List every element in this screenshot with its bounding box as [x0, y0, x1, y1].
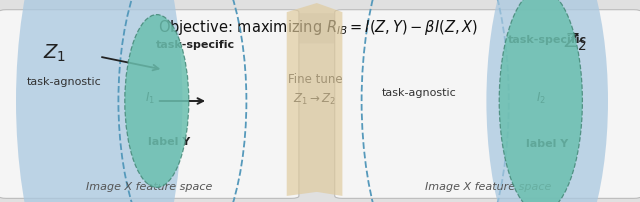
Text: task-specific: task-specific	[508, 35, 587, 45]
Ellipse shape	[499, 0, 582, 202]
FancyBboxPatch shape	[0, 10, 299, 198]
Text: Fine tune
$Z_1 \rightarrow Z_2$: Fine tune $Z_1 \rightarrow Z_2$	[287, 73, 342, 107]
Polygon shape	[109, 13, 557, 43]
Text: label Y: label Y	[526, 139, 568, 149]
Text: $I_2$: $I_2$	[536, 90, 546, 105]
Ellipse shape	[16, 0, 182, 202]
Text: Objective: maximizing $R_{IB} = I(Z,Y) - \beta I(Z,X)$: Objective: maximizing $R_{IB} = I(Z,Y) -…	[158, 18, 478, 37]
Text: task-specific: task-specific	[156, 40, 235, 50]
Text: Image X feature space: Image X feature space	[425, 182, 551, 192]
Text: Image X feature space: Image X feature space	[86, 182, 212, 192]
FancyBboxPatch shape	[335, 10, 640, 198]
Text: task-agnostic: task-agnostic	[27, 77, 101, 87]
Text: $Z_2$: $Z_2$	[564, 32, 588, 53]
Text: $Z_1$: $Z_1$	[43, 43, 66, 64]
Text: label Y: label Y	[148, 137, 191, 147]
Text: task-agnostic: task-agnostic	[382, 88, 456, 98]
Ellipse shape	[486, 0, 608, 202]
Text: $I_1$: $I_1$	[145, 90, 156, 105]
Ellipse shape	[125, 15, 189, 187]
Polygon shape	[287, 3, 342, 196]
